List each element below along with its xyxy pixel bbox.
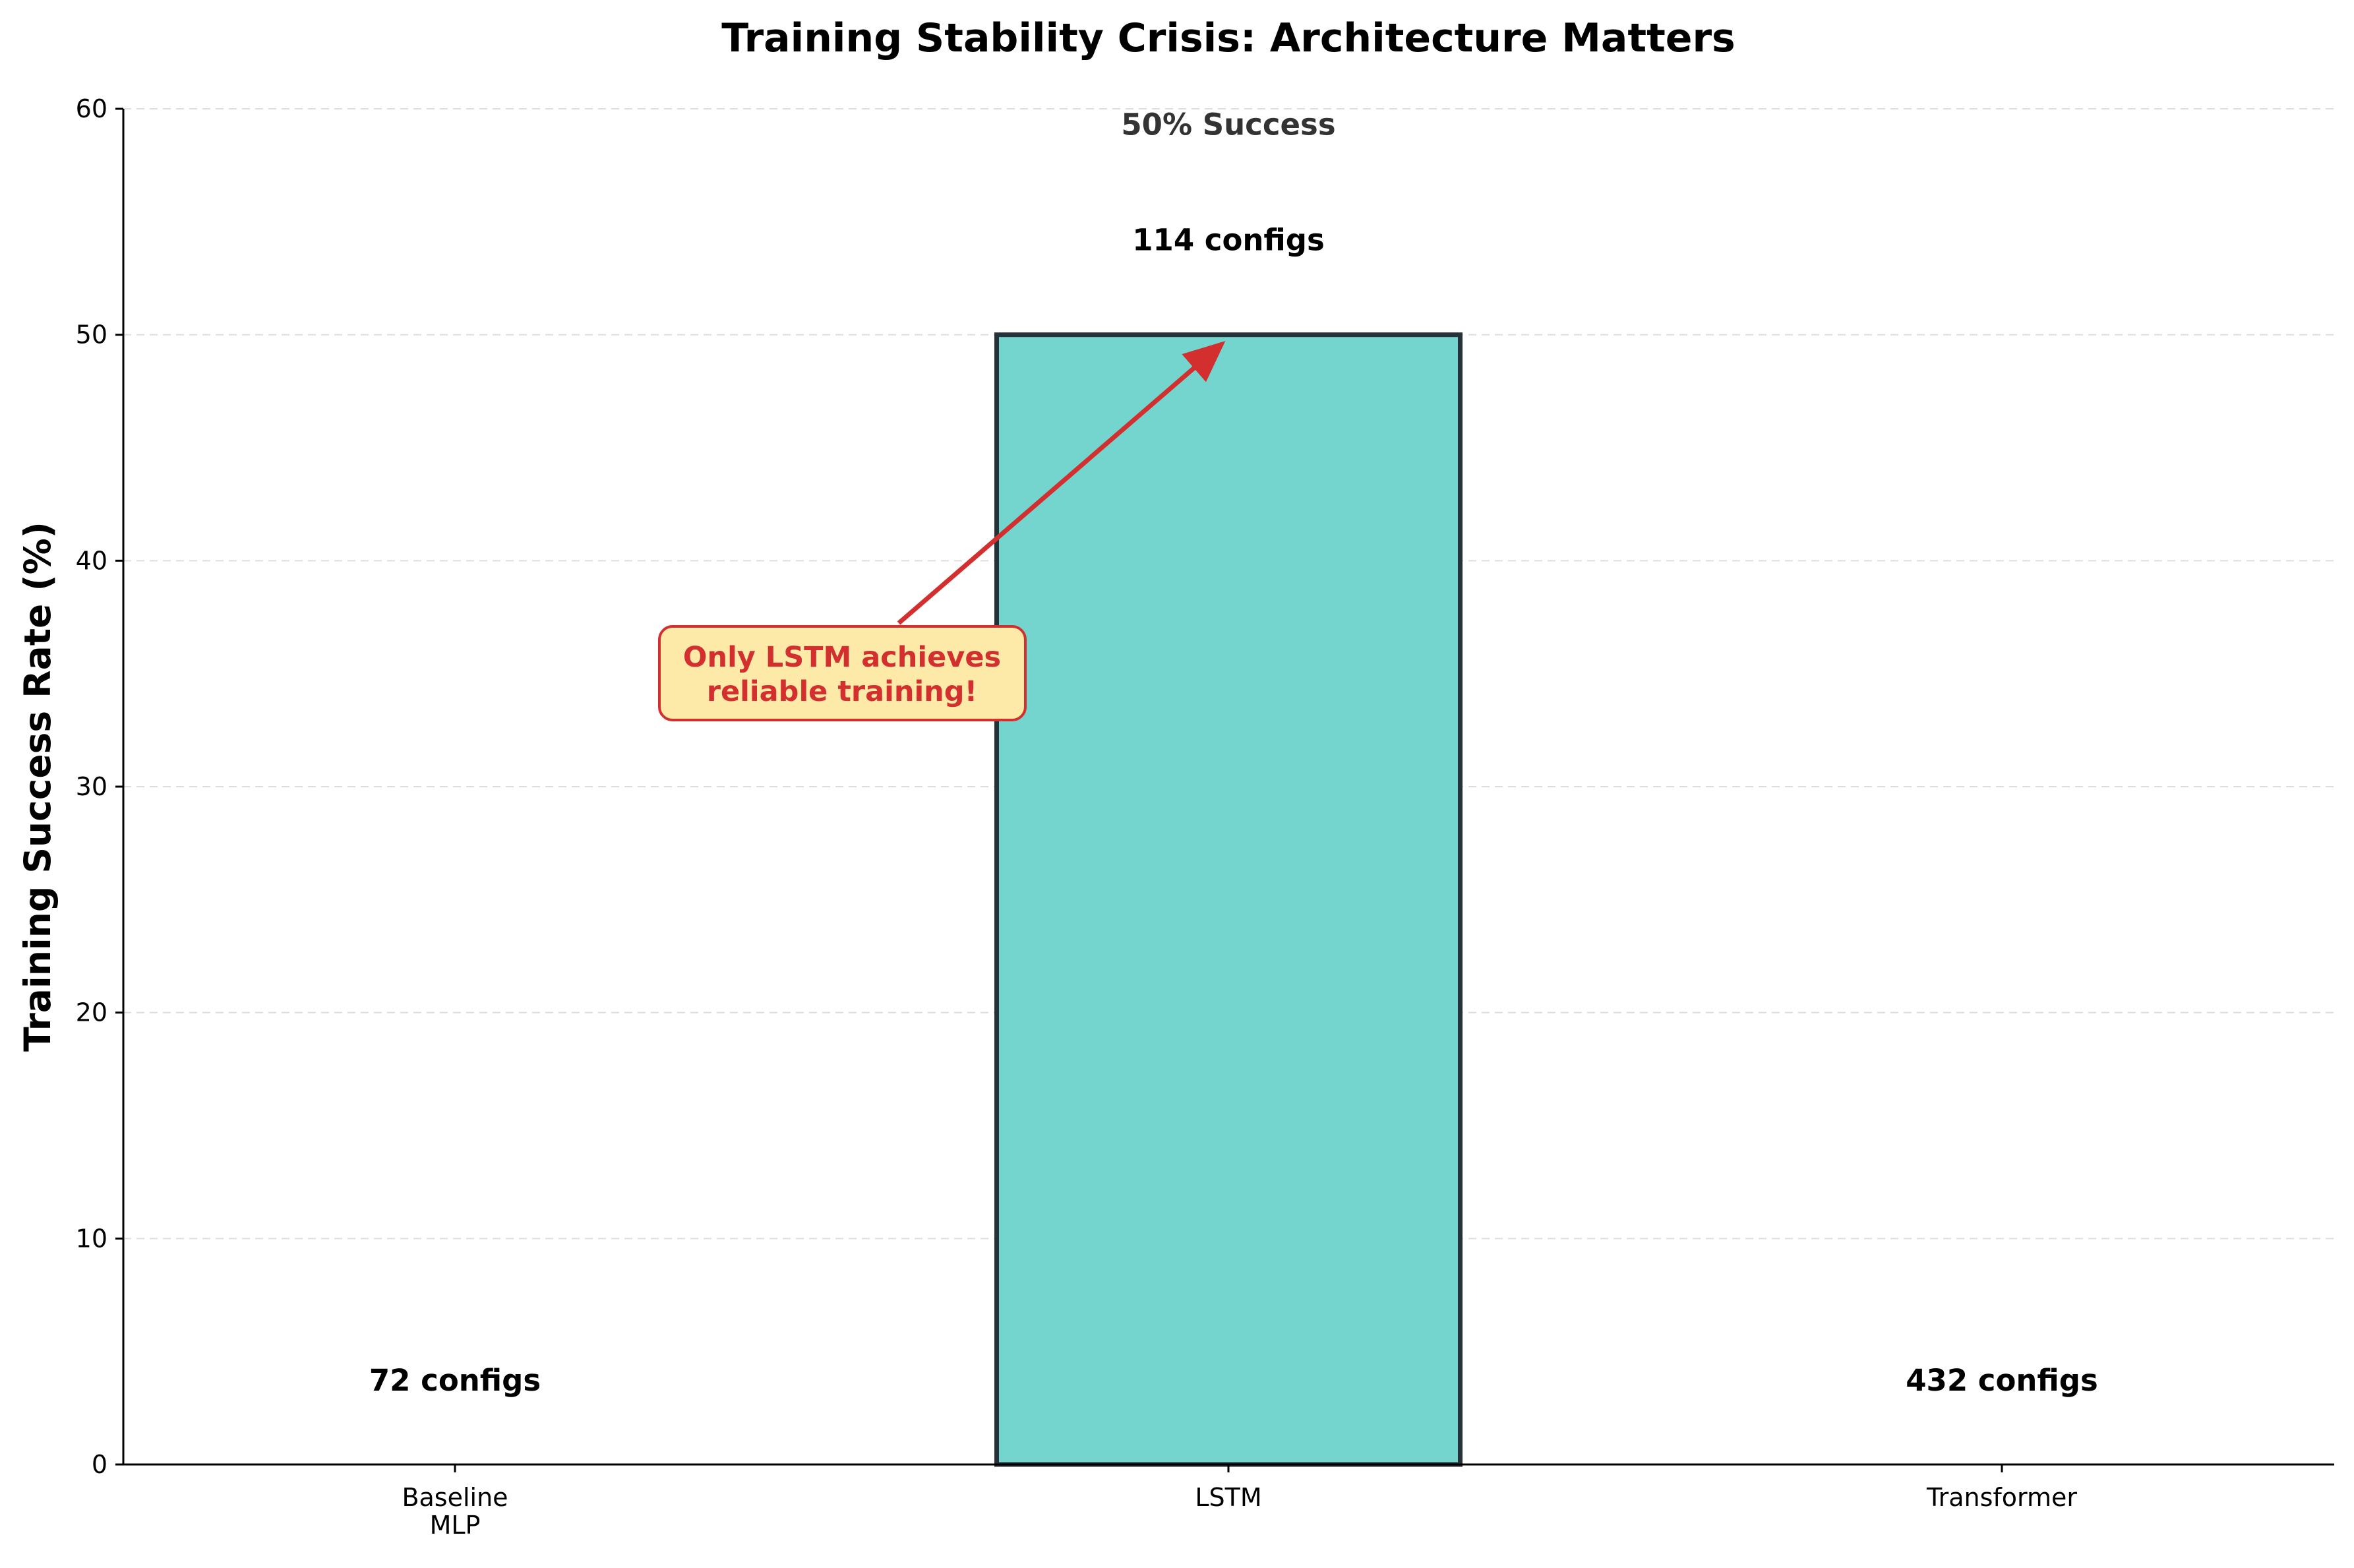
- bar-1: [994, 332, 1463, 1467]
- annotation-box: [658, 625, 1027, 721]
- annotation: Only LSTM achieves reliable training!: [658, 341, 1226, 721]
- annotation-arrow: [897, 341, 1226, 625]
- chart-title: Training Stability Crisis: Architecture …: [721, 15, 1735, 61]
- x-tick-label: Baseline: [402, 1483, 508, 1512]
- y-tick-label: 20: [76, 998, 107, 1027]
- bar-labels: 72 configs 114 configs 50% Success 432 conf…: [369, 107, 2098, 1398]
- y-tick-label: 40: [76, 546, 107, 575]
- y-axis-label: Training Success Rate (%): [16, 522, 59, 1052]
- x-tick-label: LSTM: [1195, 1483, 1261, 1512]
- y-tick-label: 60: [76, 94, 107, 123]
- bars: [994, 332, 1463, 1467]
- config-count-label: 432 configs: [1906, 1363, 2098, 1398]
- y-tick-label: 10: [76, 1224, 107, 1253]
- y-tick-label: 50: [76, 320, 107, 349]
- config-count-label: 114 configs: [1132, 223, 1325, 258]
- y-ticks: 0 10 20 30 40 50 60: [76, 94, 123, 1479]
- x-tick-label: Transformer: [1926, 1483, 2077, 1512]
- config-count-label: 72 configs: [369, 1363, 541, 1398]
- annotation-line-1: Only LSTM achieves: [683, 641, 1001, 674]
- y-tick-label: 0: [92, 1450, 107, 1479]
- y-tick-label: 30: [76, 772, 107, 801]
- annotation-line-2: reliable training!: [707, 675, 977, 708]
- success-rate-label: 50% Success: [1121, 107, 1335, 142]
- x-tick-label: MLP: [430, 1511, 481, 1540]
